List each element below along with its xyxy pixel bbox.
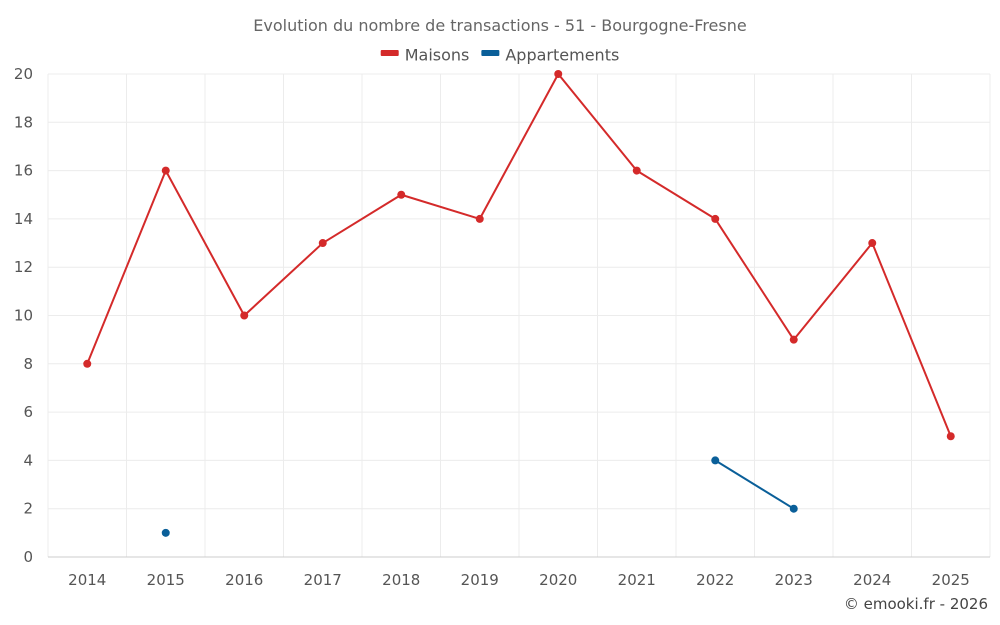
legend-swatch	[481, 50, 500, 56]
y-tick-label: 8	[23, 355, 33, 373]
y-tick-label: 18	[14, 113, 33, 131]
x-axis-ticks: 2014 2015 2016 2017 2018 2019 2020 2021 2022 2023…	[68, 571, 970, 589]
y-tick-label: 12	[14, 258, 33, 276]
x-tick-label: 2014	[68, 571, 106, 589]
data-point	[318, 239, 327, 248]
series-maisons	[83, 70, 955, 441]
x-tick-label: 2018	[382, 571, 420, 589]
data-point	[240, 311, 249, 320]
x-tick-label: 2024	[853, 571, 891, 589]
data-point	[397, 190, 406, 199]
data-point	[475, 214, 484, 223]
data-point	[711, 214, 720, 223]
legend: Maisons Appartements	[380, 46, 619, 65]
x-tick-label: 2023	[775, 571, 813, 589]
data-point	[554, 70, 563, 78]
y-tick-label: 16	[14, 162, 33, 180]
data-point	[632, 166, 641, 175]
y-axis-ticks: 0 2 4 6 8 10 12 14 16 18 20	[14, 65, 33, 566]
x-tick-label: 2025	[932, 571, 970, 589]
series-appartements	[161, 456, 798, 537]
y-tick-label: 4	[23, 451, 33, 469]
x-tick-label: 2022	[696, 571, 734, 589]
x-tick-label: 2015	[147, 571, 185, 589]
series-line	[86, 73, 952, 437]
y-tick-label: 14	[14, 210, 33, 228]
x-tick-label: 2021	[618, 571, 656, 589]
y-tick-label: 10	[14, 307, 33, 325]
series-layer	[83, 70, 955, 537]
credit-text: © emooki.fr - 2026	[844, 595, 988, 613]
data-point	[868, 239, 877, 248]
legend-item: Appartements	[481, 46, 619, 65]
data-point	[161, 166, 170, 175]
data-point	[789, 335, 798, 344]
x-gridlines	[47, 74, 991, 557]
data-point	[161, 528, 170, 537]
data-point	[789, 504, 798, 513]
y-tick-label: 0	[23, 548, 33, 566]
x-tick-label: 2016	[225, 571, 263, 589]
x-tick-label: 2019	[461, 571, 499, 589]
x-tick-label: 2017	[304, 571, 342, 589]
x-tick-label: 2020	[539, 571, 577, 589]
y-tick-label: 2	[23, 500, 33, 518]
chart-title: Evolution du nombre de transactions - 51…	[253, 16, 746, 35]
data-point	[83, 359, 92, 368]
y-tick-label: 6	[23, 403, 33, 421]
data-point	[711, 456, 720, 465]
legend-item: Maisons	[380, 46, 470, 65]
series-line	[714, 459, 795, 510]
legend-label: Appartements	[505, 46, 619, 65]
legend-swatch	[380, 50, 399, 56]
data-point	[946, 432, 955, 441]
legend-label: Maisons	[405, 46, 470, 65]
y-tick-label: 20	[14, 65, 33, 83]
